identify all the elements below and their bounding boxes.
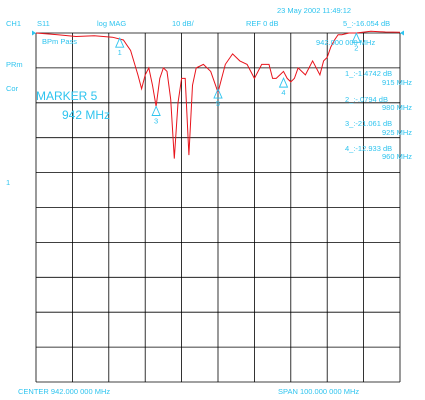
trace-line: [35, 30, 401, 159]
marker-4-value: 4_:-12.933 dB: [345, 144, 393, 153]
reference-arrow-icon: [400, 30, 404, 36]
active-marker-freq: 942.000 000 MHz: [316, 38, 376, 47]
center-freq-label: CENTER 942.000 000 MHz: [18, 387, 111, 396]
scale-label: 10 dB/: [172, 19, 194, 28]
ref-label: REF 0 dB: [246, 19, 279, 28]
graticule: [32, 30, 404, 383]
active-marker-readout: 5_:-16.054 dB: [343, 19, 391, 28]
marker-3-freq: 925 MHz: [382, 128, 413, 137]
marker-3-icon: [151, 105, 161, 116]
marker-1-value: 1_:-1.4742 dB: [345, 69, 393, 78]
marker-3-value: 3_:-21.061 dB: [345, 119, 393, 128]
marker-2-icon: [351, 32, 362, 43]
cor-label: Cor: [6, 84, 19, 93]
timestamp: 23 May 2002 11:49:12: [277, 6, 352, 15]
markers: 1 2 3 4 5: [115, 32, 362, 126]
marker-4-freq: 960 MHz: [382, 152, 413, 161]
trace: [35, 30, 401, 159]
marker-1-icon: [115, 37, 125, 48]
marker-4-label: 4: [281, 88, 285, 97]
channel-label: CH1: [6, 19, 22, 28]
ref-position-label: 1: [6, 178, 11, 187]
format-label: log MAG: [97, 19, 127, 28]
marker-5-icon: [213, 87, 223, 99]
prm-label: PRm: [6, 60, 23, 69]
marker-2-value: 2_:-.0794 dB: [345, 95, 388, 104]
marker-1-label: 1: [118, 48, 122, 57]
marker-5-label: 5: [216, 99, 220, 108]
marker-4-icon: [278, 77, 289, 88]
s-param-label: S11: [37, 19, 50, 28]
marker-box-freq: 942 MHz: [62, 108, 111, 122]
span-label: SPAN 100.000 000 MHz: [278, 387, 360, 396]
marker-1-freq: 915 MHz: [382, 78, 413, 87]
marker-2-freq: 980 MHz: [382, 103, 413, 112]
reference-arrow-icon: [32, 30, 36, 36]
marker-3-label: 3: [154, 117, 158, 126]
marker-box-title: MARKER 5: [36, 89, 98, 103]
bpass-label: BPm Pass: [42, 37, 78, 46]
marker-2-label: 2: [354, 43, 358, 52]
